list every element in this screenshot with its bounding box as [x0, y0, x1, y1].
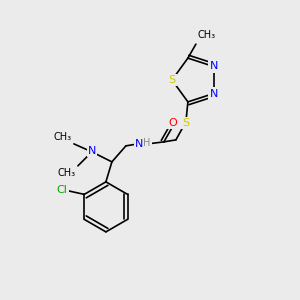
Text: N: N	[135, 139, 143, 149]
Text: Cl: Cl	[57, 185, 68, 195]
Text: S: S	[168, 75, 175, 85]
Text: CH₃: CH₃	[58, 168, 76, 178]
Text: N: N	[209, 88, 218, 98]
Text: H: H	[143, 138, 151, 148]
Text: S: S	[182, 118, 190, 128]
Text: O: O	[169, 118, 177, 128]
Text: N: N	[209, 61, 218, 71]
Text: CH₃: CH₃	[54, 132, 72, 142]
Text: CH₃: CH₃	[198, 30, 216, 40]
Text: N: N	[88, 146, 96, 156]
